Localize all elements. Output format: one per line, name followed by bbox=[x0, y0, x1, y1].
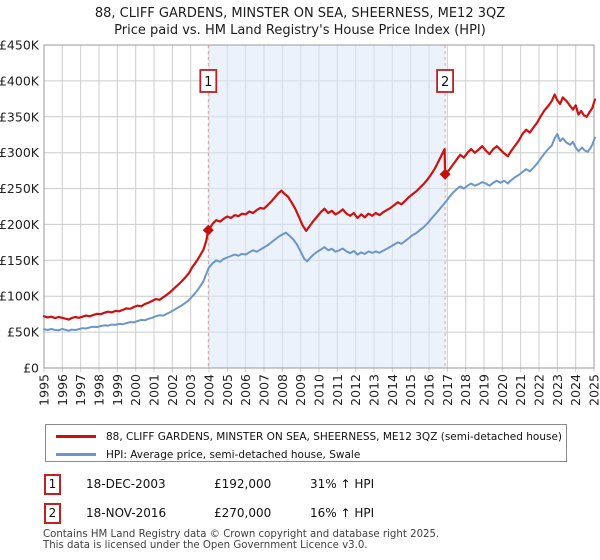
x-axis-tick-label: 2025 bbox=[587, 374, 600, 406]
chart-legend: 88, CLIFF GARDENS, MINSTER ON SEA, SHEER… bbox=[45, 424, 567, 462]
x-axis-tick-label: 2003 bbox=[183, 374, 198, 406]
ownership-period-shade bbox=[208, 45, 446, 368]
licence-footer-line1: Contains HM Land Registry data © Crown c… bbox=[43, 529, 440, 540]
legend-item-hpi: HPI: Average price, semi-detached house,… bbox=[46, 446, 566, 463]
x-axis-tick-label: 2001 bbox=[147, 374, 162, 406]
y-axis-tick-label: £400K bbox=[0, 73, 40, 88]
sale-2-price: £270,000 bbox=[214, 506, 272, 520]
x-axis-tick-label: 2008 bbox=[275, 374, 290, 406]
licence-footer-line2: This data is licensed under the Open Gov… bbox=[43, 539, 368, 551]
x-axis-tick-label: 2002 bbox=[165, 374, 180, 406]
x-axis-tick-label: 1997 bbox=[73, 374, 88, 406]
x-axis-tick-label: 2005 bbox=[220, 374, 235, 406]
x-axis-tick-label: 2011 bbox=[330, 374, 345, 406]
y-axis-tick-label: £0 bbox=[23, 361, 39, 376]
sale-marker-diamond-1 bbox=[202, 224, 214, 236]
x-axis-tick-label: 1995 bbox=[37, 374, 52, 406]
y-axis-tick-label: £200K bbox=[0, 217, 40, 232]
sale-2-date: 18-NOV-2016 bbox=[86, 506, 167, 520]
y-axis-tick-label: £350K bbox=[0, 109, 40, 124]
x-axis-tick-label: 2012 bbox=[348, 374, 363, 406]
y-axis-tick-label: £250K bbox=[0, 181, 40, 196]
hpi-line-swatch bbox=[56, 453, 96, 456]
sale-flag-number-2: 2 bbox=[441, 75, 449, 90]
x-axis-tick-label: 2020 bbox=[495, 374, 510, 406]
x-axis-tick-label: 2022 bbox=[532, 374, 547, 406]
sale-2-vs-hpi: 16% ↑ HPI bbox=[310, 506, 375, 520]
y-axis-tick-label: £50K bbox=[7, 325, 40, 340]
sale-marker-diamond-2 bbox=[439, 168, 451, 180]
x-axis-tick-label: 2023 bbox=[550, 374, 565, 406]
x-axis-tick-label: 2006 bbox=[238, 374, 253, 406]
sale-flag-number-1: 1 bbox=[204, 75, 212, 90]
sale-annotation-row-1: 1 18-DEC-2003 £192,000 31% ↑ HPI bbox=[44, 474, 564, 495]
sale-flag-box-1 bbox=[199, 69, 218, 93]
x-axis-tick-label: 1996 bbox=[55, 374, 70, 406]
x-axis-tick-label: 2009 bbox=[293, 374, 308, 406]
x-axis-tick-label: 2016 bbox=[422, 374, 437, 406]
price-paid-line-swatch bbox=[56, 435, 96, 438]
legend-label-price-paid: 88, CLIFF GARDENS, MINSTER ON SEA, SHEER… bbox=[106, 430, 563, 443]
y-axis-tick-label: £300K bbox=[0, 145, 40, 160]
chart-title: 88, CLIFF GARDENS, MINSTER ON SEA, SHEER… bbox=[0, 5, 600, 39]
x-axis-tick-label: 2000 bbox=[128, 374, 143, 406]
plot-frame bbox=[43, 44, 595, 369]
sale-1-number-badge: 1 bbox=[44, 474, 61, 495]
sale-2-number-badge: 2 bbox=[44, 503, 61, 524]
x-axis-tick-label: 2015 bbox=[403, 374, 418, 406]
x-axis-tick-label: 1998 bbox=[92, 374, 107, 406]
x-axis-tick-label: 2021 bbox=[513, 374, 528, 406]
x-axis-tick-label: 2010 bbox=[312, 374, 327, 406]
legend-label-hpi: HPI: Average price, semi-detached house,… bbox=[106, 448, 361, 461]
x-axis-tick-label: 2017 bbox=[440, 374, 455, 406]
chart-title-line2: Price paid vs. HM Land Registry's House … bbox=[114, 23, 486, 38]
x-axis-tick-label: 2014 bbox=[385, 374, 400, 406]
sale-flag-box-2 bbox=[436, 69, 455, 93]
x-axis-tick-label: 2007 bbox=[257, 374, 272, 406]
chart-title-line1: 88, CLIFF GARDENS, MINSTER ON SEA, SHEER… bbox=[94, 6, 506, 21]
x-axis-tick-label: 2019 bbox=[477, 374, 492, 406]
sale-annotation-row-2: 2 18-NOV-2016 £270,000 16% ↑ HPI bbox=[44, 503, 564, 524]
x-axis-tick-label: 1999 bbox=[110, 374, 125, 406]
x-axis-tick-label: 2013 bbox=[367, 374, 382, 406]
y-axis-tick-label: £150K bbox=[0, 253, 40, 268]
licence-footer: Contains HM Land Registry data © Crown c… bbox=[43, 529, 583, 552]
sale-1-price: £192,000 bbox=[214, 477, 272, 491]
hpi-line bbox=[43, 133, 596, 332]
x-axis-tick-label: 2004 bbox=[202, 374, 217, 406]
legend-item-price-paid: 88, CLIFF GARDENS, MINSTER ON SEA, SHEER… bbox=[46, 428, 566, 445]
x-axis-tick-label: 2018 bbox=[458, 374, 473, 406]
sale-1-date: 18-DEC-2003 bbox=[86, 477, 166, 491]
price-paid-line bbox=[42, 93, 597, 321]
sale-1-vs-hpi: 31% ↑ HPI bbox=[310, 477, 375, 491]
price-hpi-line-chart: 1 2 £0 £50K £100K £150K £200K £250K £300K £350K £4… bbox=[0, 38, 600, 406]
y-axis-tick-label: £450K bbox=[0, 38, 40, 53]
x-axis-tick-label: 2024 bbox=[568, 374, 583, 406]
y-axis-tick-label: £100K bbox=[0, 289, 40, 304]
